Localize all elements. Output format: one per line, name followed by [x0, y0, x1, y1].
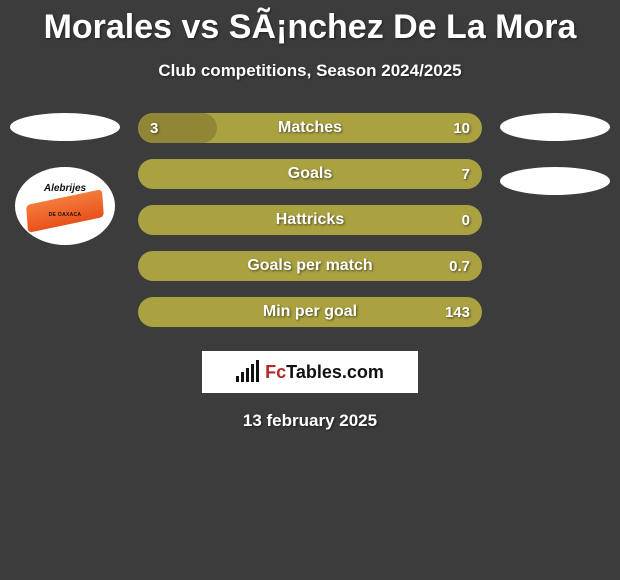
stat-label: Hattricks	[276, 211, 344, 229]
stat-row-hattricks: Hattricks 0	[138, 205, 482, 235]
stat-label: Min per goal	[263, 303, 357, 321]
logo-main-text: Alebrijes	[44, 183, 86, 194]
stat-label: Goals per match	[247, 257, 372, 275]
brand-main: Tables	[286, 362, 342, 382]
stat-label: Goals	[288, 165, 332, 183]
page-title: Morales vs SÃ¡nchez De La Mora	[0, 0, 620, 47]
stat-right-value: 143	[445, 304, 470, 321]
stat-right-value: 0.7	[449, 258, 470, 275]
stat-row-min-per-goal: Min per goal 143	[138, 297, 482, 327]
left-player-avatar	[10, 113, 120, 141]
stat-row-goals: Goals 7	[138, 159, 482, 189]
logo-sub-text: DE OAXACA	[49, 212, 82, 218]
stats-bars: 3 Matches 10 Goals 7 Hattricks 0 Goals p…	[138, 113, 482, 327]
stat-right-value: 0	[462, 212, 470, 229]
right-team-logo	[500, 167, 610, 195]
page-subtitle: Club competitions, Season 2024/2025	[0, 61, 620, 81]
right-player-avatar	[500, 113, 610, 141]
comparison-widget: Morales vs SÃ¡nchez De La Mora Club comp…	[0, 0, 620, 431]
stat-right-value: 10	[453, 120, 470, 137]
left-column: Alebrijes DE OAXACA	[10, 113, 120, 245]
brand-text: FcTables.com	[265, 362, 384, 383]
main-row: Alebrijes DE OAXACA 3 Matches 10 Goals 7	[0, 113, 620, 327]
alebrijes-logo-icon: Alebrijes DE OAXACA	[25, 179, 105, 233]
brand-suffix: .com	[342, 362, 384, 382]
stat-row-goals-per-match: Goals per match 0.7	[138, 251, 482, 281]
brand-prefix: Fc	[265, 362, 286, 382]
stat-right-value: 7	[462, 166, 470, 183]
stat-row-matches: 3 Matches 10	[138, 113, 482, 143]
stat-label: Matches	[278, 119, 342, 137]
stat-left-value: 3	[150, 120, 158, 137]
right-column	[500, 113, 610, 195]
brand-link[interactable]: FcTables.com	[202, 351, 418, 393]
footer-date: 13 february 2025	[0, 411, 620, 431]
chart-bars-icon	[236, 362, 259, 382]
left-team-logo: Alebrijes DE OAXACA	[15, 167, 115, 245]
